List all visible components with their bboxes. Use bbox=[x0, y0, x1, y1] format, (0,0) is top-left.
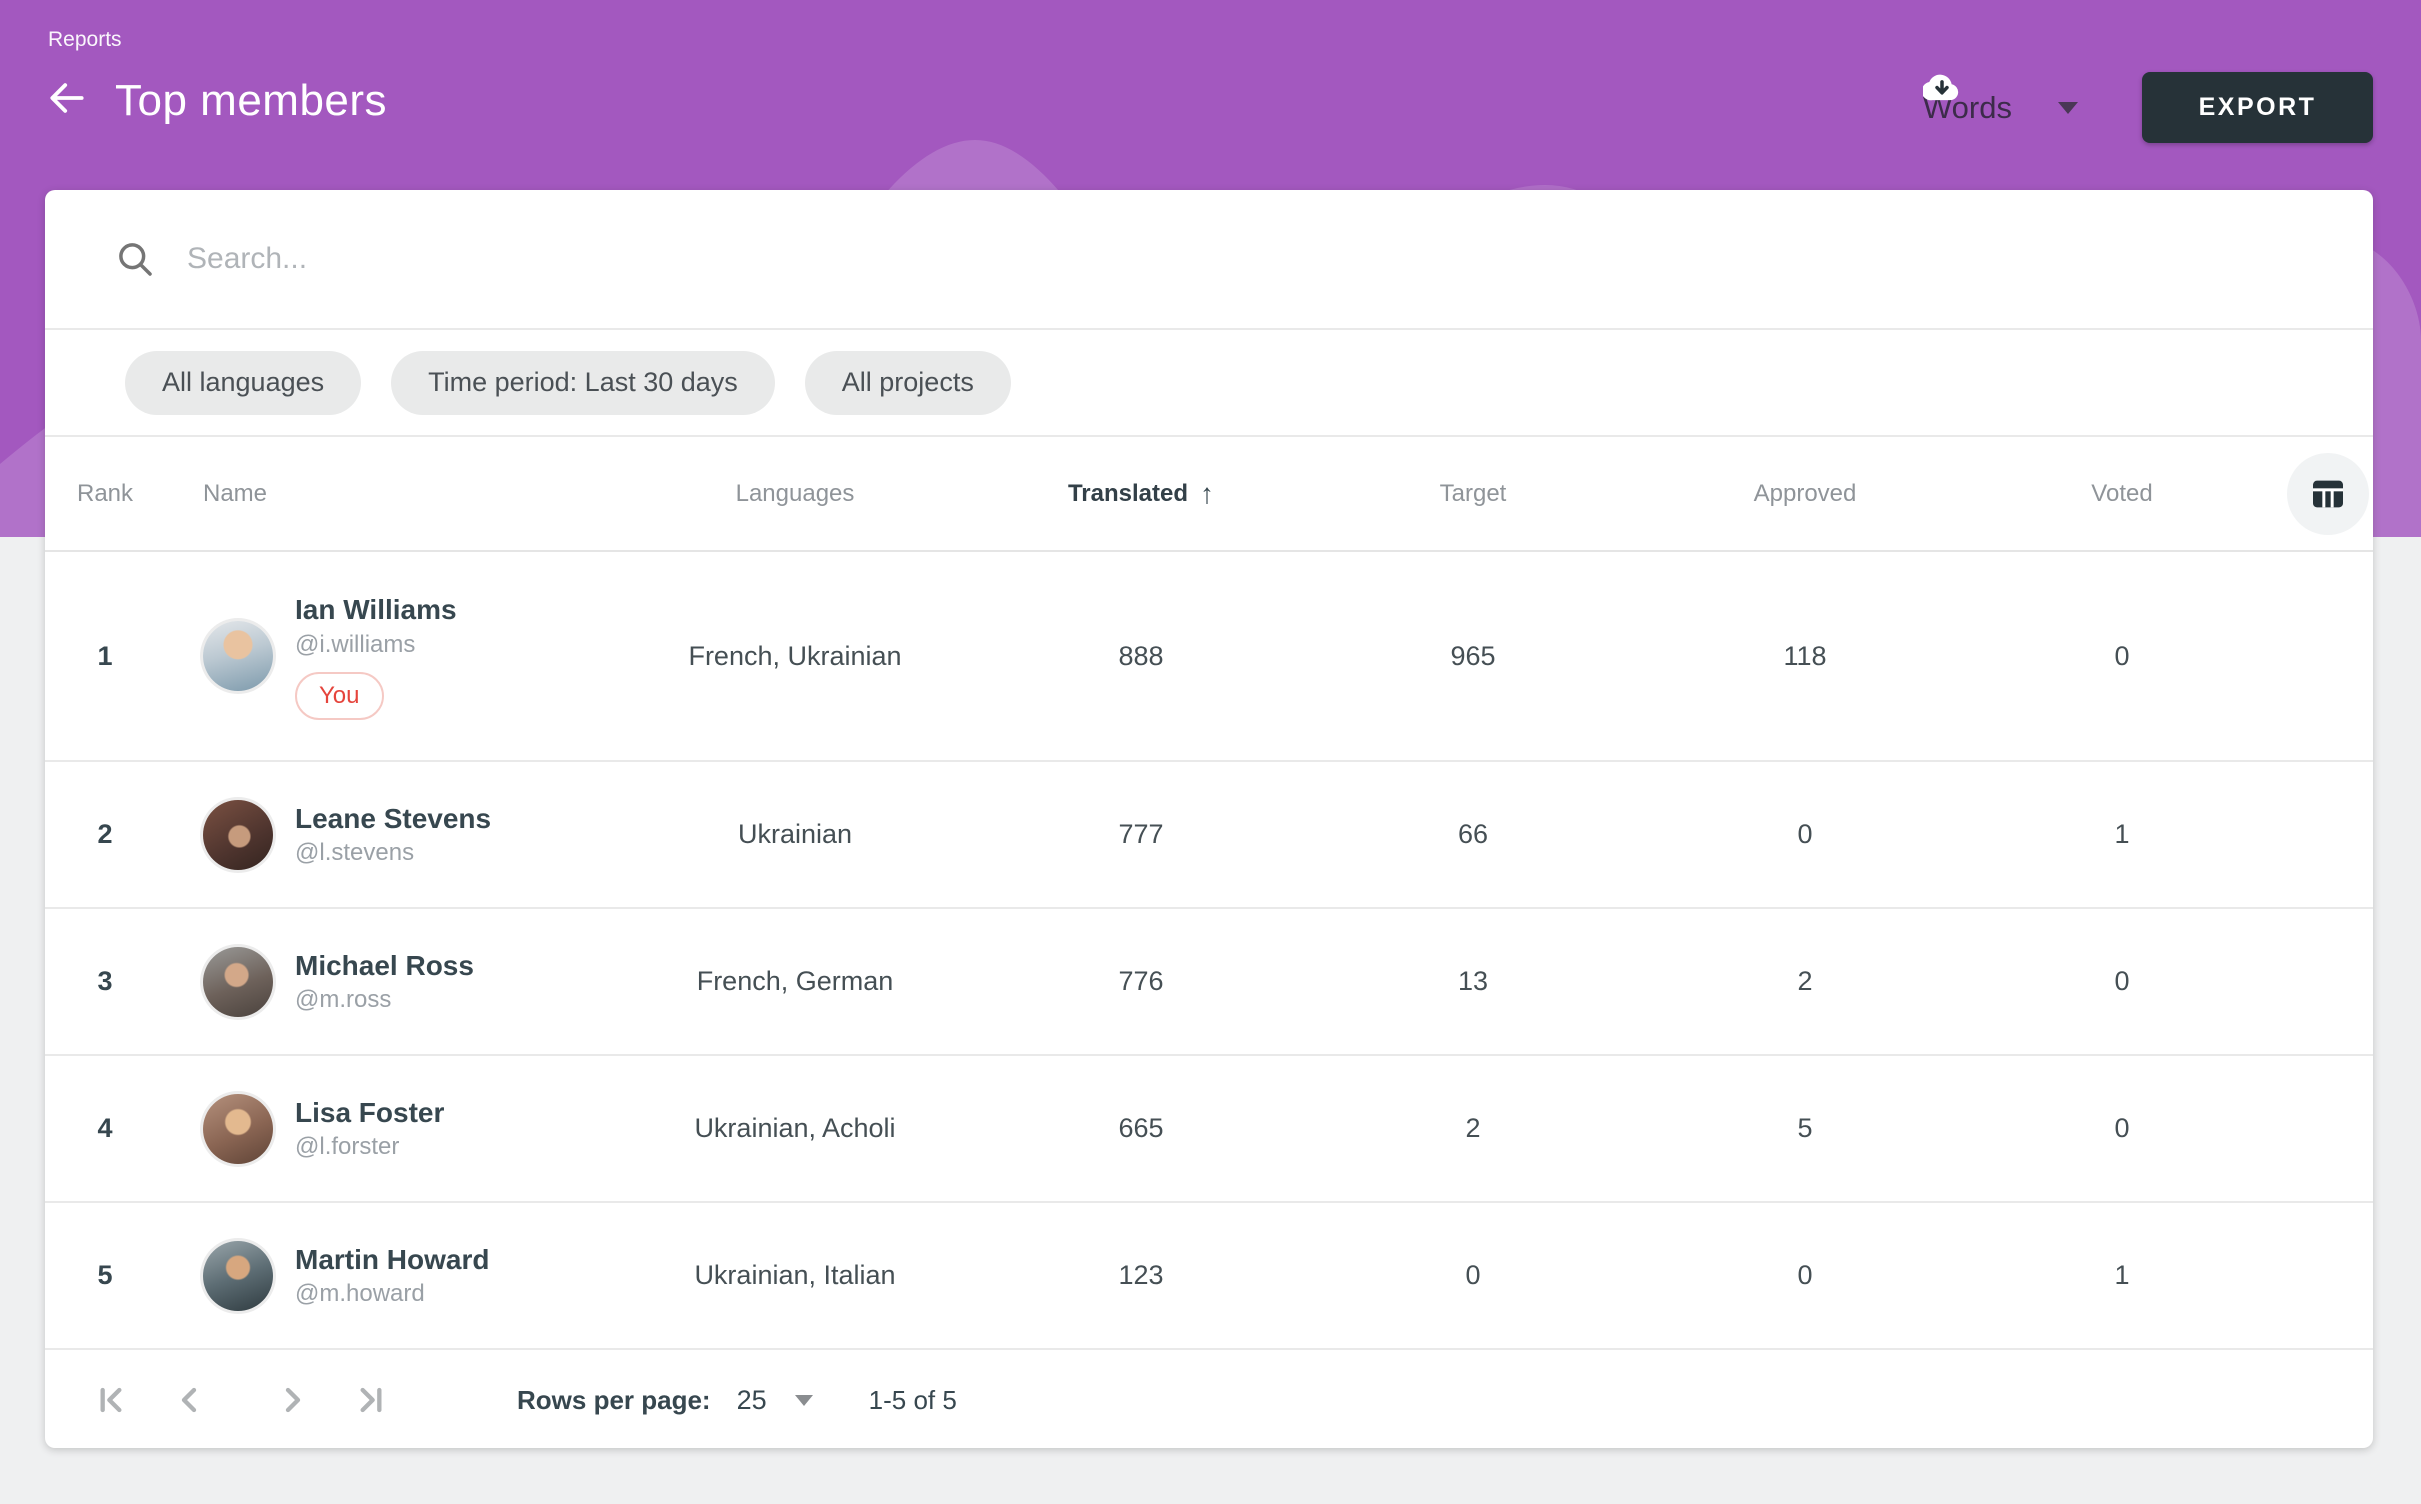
arrow-up-icon: ↑ bbox=[1200, 477, 1215, 509]
rows-per-page-value: 25 bbox=[736, 1384, 767, 1415]
name-cell: Ian Williams @i.williams You bbox=[165, 592, 615, 720]
translated-cell: 777 bbox=[1118, 819, 1164, 849]
voted-cell: 0 bbox=[2114, 640, 2130, 671]
column-header-languages[interactable]: Languages bbox=[735, 479, 855, 507]
rank-cell: 1 bbox=[97, 640, 113, 671]
member-username: @m.ross bbox=[295, 986, 392, 1014]
table-row[interactable]: 1 Ian Williams @i.williams You French, U… bbox=[45, 552, 2373, 762]
prev-page-button[interactable] bbox=[165, 1376, 213, 1424]
magnifier-icon bbox=[119, 243, 152, 276]
table-body: 1 Ian Williams @i.williams You French, U… bbox=[45, 552, 2373, 1350]
caret-down-icon bbox=[2058, 101, 2078, 114]
approved-cell: 0 bbox=[1797, 1260, 1813, 1290]
languages-cell: Ukrainian, Italian bbox=[694, 1260, 896, 1290]
target-cell: 0 bbox=[1465, 1260, 1481, 1290]
search-input[interactable] bbox=[187, 242, 2325, 276]
avatar[interactable] bbox=[203, 620, 273, 691]
column-header-name[interactable]: Name bbox=[203, 479, 268, 507]
languages-cell: French, German bbox=[696, 966, 894, 996]
member-username: @i.williams bbox=[295, 630, 416, 658]
column-header-translated-label: Translated bbox=[1067, 479, 1189, 507]
column-header-approved[interactable]: Approved bbox=[1753, 479, 1857, 507]
translated-cell: 888 bbox=[1118, 640, 1164, 671]
avatar[interactable] bbox=[203, 946, 273, 1017]
table-header: Rank Name Languages Translated ↑ Target … bbox=[45, 437, 2373, 552]
name-cell: Martin Howard @m.howard bbox=[165, 1240, 615, 1311]
rows-per-page-select[interactable]: 25 bbox=[737, 1385, 813, 1416]
you-badge: You bbox=[295, 671, 384, 720]
target-cell: 13 bbox=[1457, 966, 1489, 996]
search-bar bbox=[45, 190, 2373, 330]
member-name[interactable]: Michael Ross bbox=[295, 949, 474, 981]
rank-cell: 3 bbox=[97, 966, 113, 996]
approved-cell: 2 bbox=[1797, 966, 1813, 996]
approved-cell: 5 bbox=[1797, 1113, 1813, 1143]
export-button-label: EXPORT bbox=[2198, 93, 2317, 121]
filter-chip-projects[interactable]: All projects bbox=[804, 350, 1011, 415]
target-cell: 965 bbox=[1450, 640, 1496, 671]
table-row[interactable]: 5 Martin Howard @m.howard Ukrainian, Ita… bbox=[45, 1203, 2373, 1350]
translated-cell: 776 bbox=[1118, 966, 1164, 996]
languages-cell: Ukrainian, Acholi bbox=[694, 1113, 896, 1143]
column-header-rank[interactable]: Rank bbox=[76, 479, 134, 507]
export-button[interactable]: EXPORT bbox=[1922, 72, 2373, 143]
target-cell: 66 bbox=[1457, 819, 1489, 849]
column-header-target[interactable]: Target bbox=[1439, 479, 1507, 507]
table-row[interactable]: 3 Michael Ross @m.ross French, German 77… bbox=[45, 909, 2373, 1056]
member-username: @l.stevens bbox=[295, 839, 415, 867]
translated-cell: 665 bbox=[1118, 1113, 1164, 1143]
last-page-button[interactable] bbox=[347, 1376, 395, 1424]
filter-chip-time-period[interactable]: Time period: Last 30 days bbox=[391, 350, 775, 415]
pagination-range: 1-5 of 5 bbox=[868, 1384, 957, 1415]
name-cell: Lisa Foster @l.forster bbox=[165, 1093, 615, 1164]
first-page-icon bbox=[100, 1387, 122, 1413]
next-page-button[interactable] bbox=[269, 1376, 317, 1424]
translated-cell: 123 bbox=[1118, 1260, 1164, 1290]
voted-cell: 0 bbox=[2114, 1113, 2130, 1143]
filter-chips: All languages Time period: Last 30 days … bbox=[45, 330, 2373, 437]
table-row[interactable]: 2 Leane Stevens @l.stevens Ukrainian 777… bbox=[45, 762, 2373, 909]
rank-cell: 5 bbox=[97, 1260, 113, 1290]
voted-cell: 1 bbox=[2114, 819, 2130, 849]
member-name[interactable]: Lisa Foster bbox=[295, 1096, 445, 1128]
arrow-left-icon bbox=[50, 83, 84, 113]
languages-cell: Ukrainian bbox=[737, 819, 853, 849]
name-cell: Leane Stevens @l.stevens bbox=[165, 799, 615, 870]
rank-cell: 2 bbox=[97, 819, 113, 849]
column-header-translated[interactable]: Translated ↑ bbox=[975, 478, 1307, 510]
member-name[interactable]: Ian Williams bbox=[295, 594, 457, 626]
member-username: @l.forster bbox=[295, 1133, 400, 1161]
breadcrumb[interactable]: Reports bbox=[48, 28, 122, 51]
avatar[interactable] bbox=[203, 1093, 273, 1164]
caret-down-icon bbox=[794, 1394, 813, 1406]
back-button[interactable] bbox=[45, 78, 91, 124]
approved-cell: 0 bbox=[1797, 819, 1813, 849]
first-page-button[interactable] bbox=[87, 1376, 135, 1424]
member-name[interactable]: Martin Howard bbox=[295, 1243, 490, 1275]
column-header-voted[interactable]: Voted bbox=[2091, 479, 2153, 507]
avatar[interactable] bbox=[203, 799, 273, 870]
filter-chip-languages[interactable]: All languages bbox=[125, 350, 362, 415]
cloud-download-icon bbox=[1922, 74, 1959, 101]
voted-cell: 0 bbox=[2114, 966, 2130, 996]
next-page-icon bbox=[285, 1387, 301, 1413]
target-cell: 2 bbox=[1465, 1113, 1481, 1143]
last-page-icon bbox=[360, 1387, 382, 1413]
member-username: @m.howard bbox=[295, 1280, 425, 1308]
rank-cell: 4 bbox=[97, 1113, 113, 1143]
column-settings-button[interactable] bbox=[2287, 452, 2369, 535]
approved-cell: 118 bbox=[1783, 640, 1827, 671]
languages-cell: French, Ukrainian bbox=[688, 640, 902, 671]
avatar[interactable] bbox=[203, 1240, 273, 1311]
prev-page-icon bbox=[181, 1387, 197, 1413]
rows-per-page-label: Rows per page: bbox=[517, 1384, 711, 1415]
pagination-bar: Rows per page: 25 1-5 of 5 bbox=[45, 1350, 2373, 1450]
member-name[interactable]: Leane Stevens bbox=[295, 802, 492, 834]
report-card: All languages Time period: Last 30 days … bbox=[45, 190, 2373, 1448]
voted-cell: 1 bbox=[2114, 1260, 2130, 1290]
page-title: Top members bbox=[115, 76, 388, 125]
name-cell: Michael Ross @m.ross bbox=[165, 946, 615, 1017]
table-row[interactable]: 4 Lisa Foster @l.forster Ukrainian, Acho… bbox=[45, 1056, 2373, 1203]
table-columns-icon bbox=[2313, 480, 2343, 507]
